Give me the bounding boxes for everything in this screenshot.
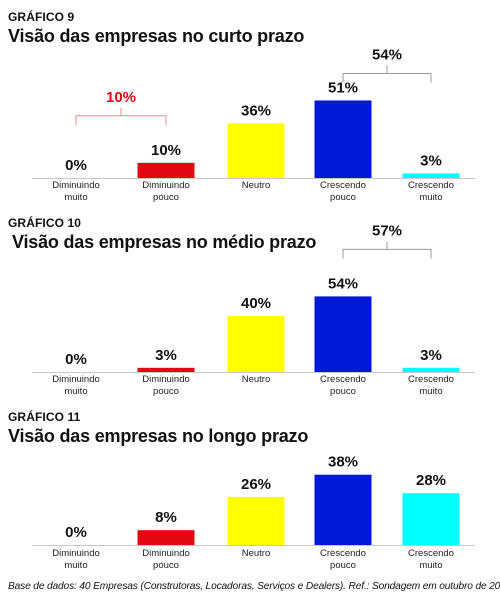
source-footnote: Base de dados: 40 Empresas (Construtoras… xyxy=(8,581,500,592)
data-label: 3% xyxy=(420,152,442,169)
bar-chart-10: 0%Diminuindomuito3%Diminuindopouco40%Neu… xyxy=(32,222,475,397)
category-label: Diminuindo xyxy=(52,180,100,191)
bar xyxy=(227,496,285,545)
data-label: 36% xyxy=(241,102,271,119)
category-label: muito xyxy=(419,386,442,397)
category-label: muito xyxy=(64,386,87,397)
category-label: muito xyxy=(419,192,442,203)
category-label: Crescendo xyxy=(320,548,366,559)
category-label: Diminuindo xyxy=(142,374,190,385)
category-label: pouco xyxy=(330,560,356,571)
data-label: 0% xyxy=(65,524,87,541)
category-label: muito xyxy=(419,560,442,571)
group-total-label: 54% xyxy=(372,46,402,63)
bar xyxy=(402,367,460,372)
data-label: 0% xyxy=(65,351,87,368)
chart-title: Visão das empresas no médio prazo xyxy=(12,232,317,252)
data-label: 3% xyxy=(155,347,177,364)
category-label: Neutro xyxy=(242,548,271,559)
category-label: muito xyxy=(64,560,87,571)
bar-chart-9: 0%Diminuindomuito10%Diminuindopouco36%Ne… xyxy=(32,46,475,203)
category-label: Crescendo xyxy=(320,180,366,191)
chart-number: GRÁFICO 11 xyxy=(8,410,81,424)
chart-number: GRÁFICO 9 xyxy=(8,10,75,24)
category-label: Diminuindo xyxy=(52,548,100,559)
bar xyxy=(402,173,460,178)
category-label: Crescendo xyxy=(320,374,366,385)
category-label: pouco xyxy=(330,386,356,397)
category-label: Neutro xyxy=(242,374,271,385)
data-label: 38% xyxy=(328,454,358,471)
data-label: 0% xyxy=(65,157,87,174)
chart-title: Visão das empresas no curto prazo xyxy=(8,26,305,46)
category-label: Diminuindo xyxy=(52,374,100,385)
bar xyxy=(137,530,195,545)
category-label: Diminuindo xyxy=(142,548,190,559)
group-total-label: 57% xyxy=(372,222,402,239)
category-label: muito xyxy=(64,192,87,203)
category-label: Crescendo xyxy=(408,548,454,559)
data-label: 51% xyxy=(328,79,358,96)
data-label: 40% xyxy=(241,295,271,312)
bar xyxy=(227,123,285,178)
data-label: 54% xyxy=(328,275,358,292)
category-label: Neutro xyxy=(242,180,271,191)
bar xyxy=(314,296,372,372)
category-label: Diminuindo xyxy=(142,180,190,191)
bar xyxy=(227,316,285,372)
category-label: Crescendo xyxy=(408,374,454,385)
data-label: 26% xyxy=(241,476,271,493)
data-label: 3% xyxy=(420,347,442,364)
bar xyxy=(402,493,460,545)
data-label: 8% xyxy=(155,509,177,526)
group-total-label: 10% xyxy=(106,89,136,106)
bar xyxy=(314,100,372,178)
category-label: pouco xyxy=(153,560,179,571)
category-label: Crescendo xyxy=(408,180,454,191)
data-label: 10% xyxy=(151,142,181,159)
bar xyxy=(314,474,372,545)
bar xyxy=(137,367,195,372)
chart-title: Visão das empresas no longo prazo xyxy=(8,426,309,446)
data-label: 28% xyxy=(416,472,446,489)
bar xyxy=(137,162,195,178)
category-label: pouco xyxy=(330,192,356,203)
category-label: pouco xyxy=(153,192,179,203)
chart-number: GRÁFICO 10 xyxy=(8,216,82,230)
bar-chart-11: 0%Diminuindomuito8%Diminuindopouco26%Neu… xyxy=(32,454,475,571)
category-label: pouco xyxy=(153,386,179,397)
